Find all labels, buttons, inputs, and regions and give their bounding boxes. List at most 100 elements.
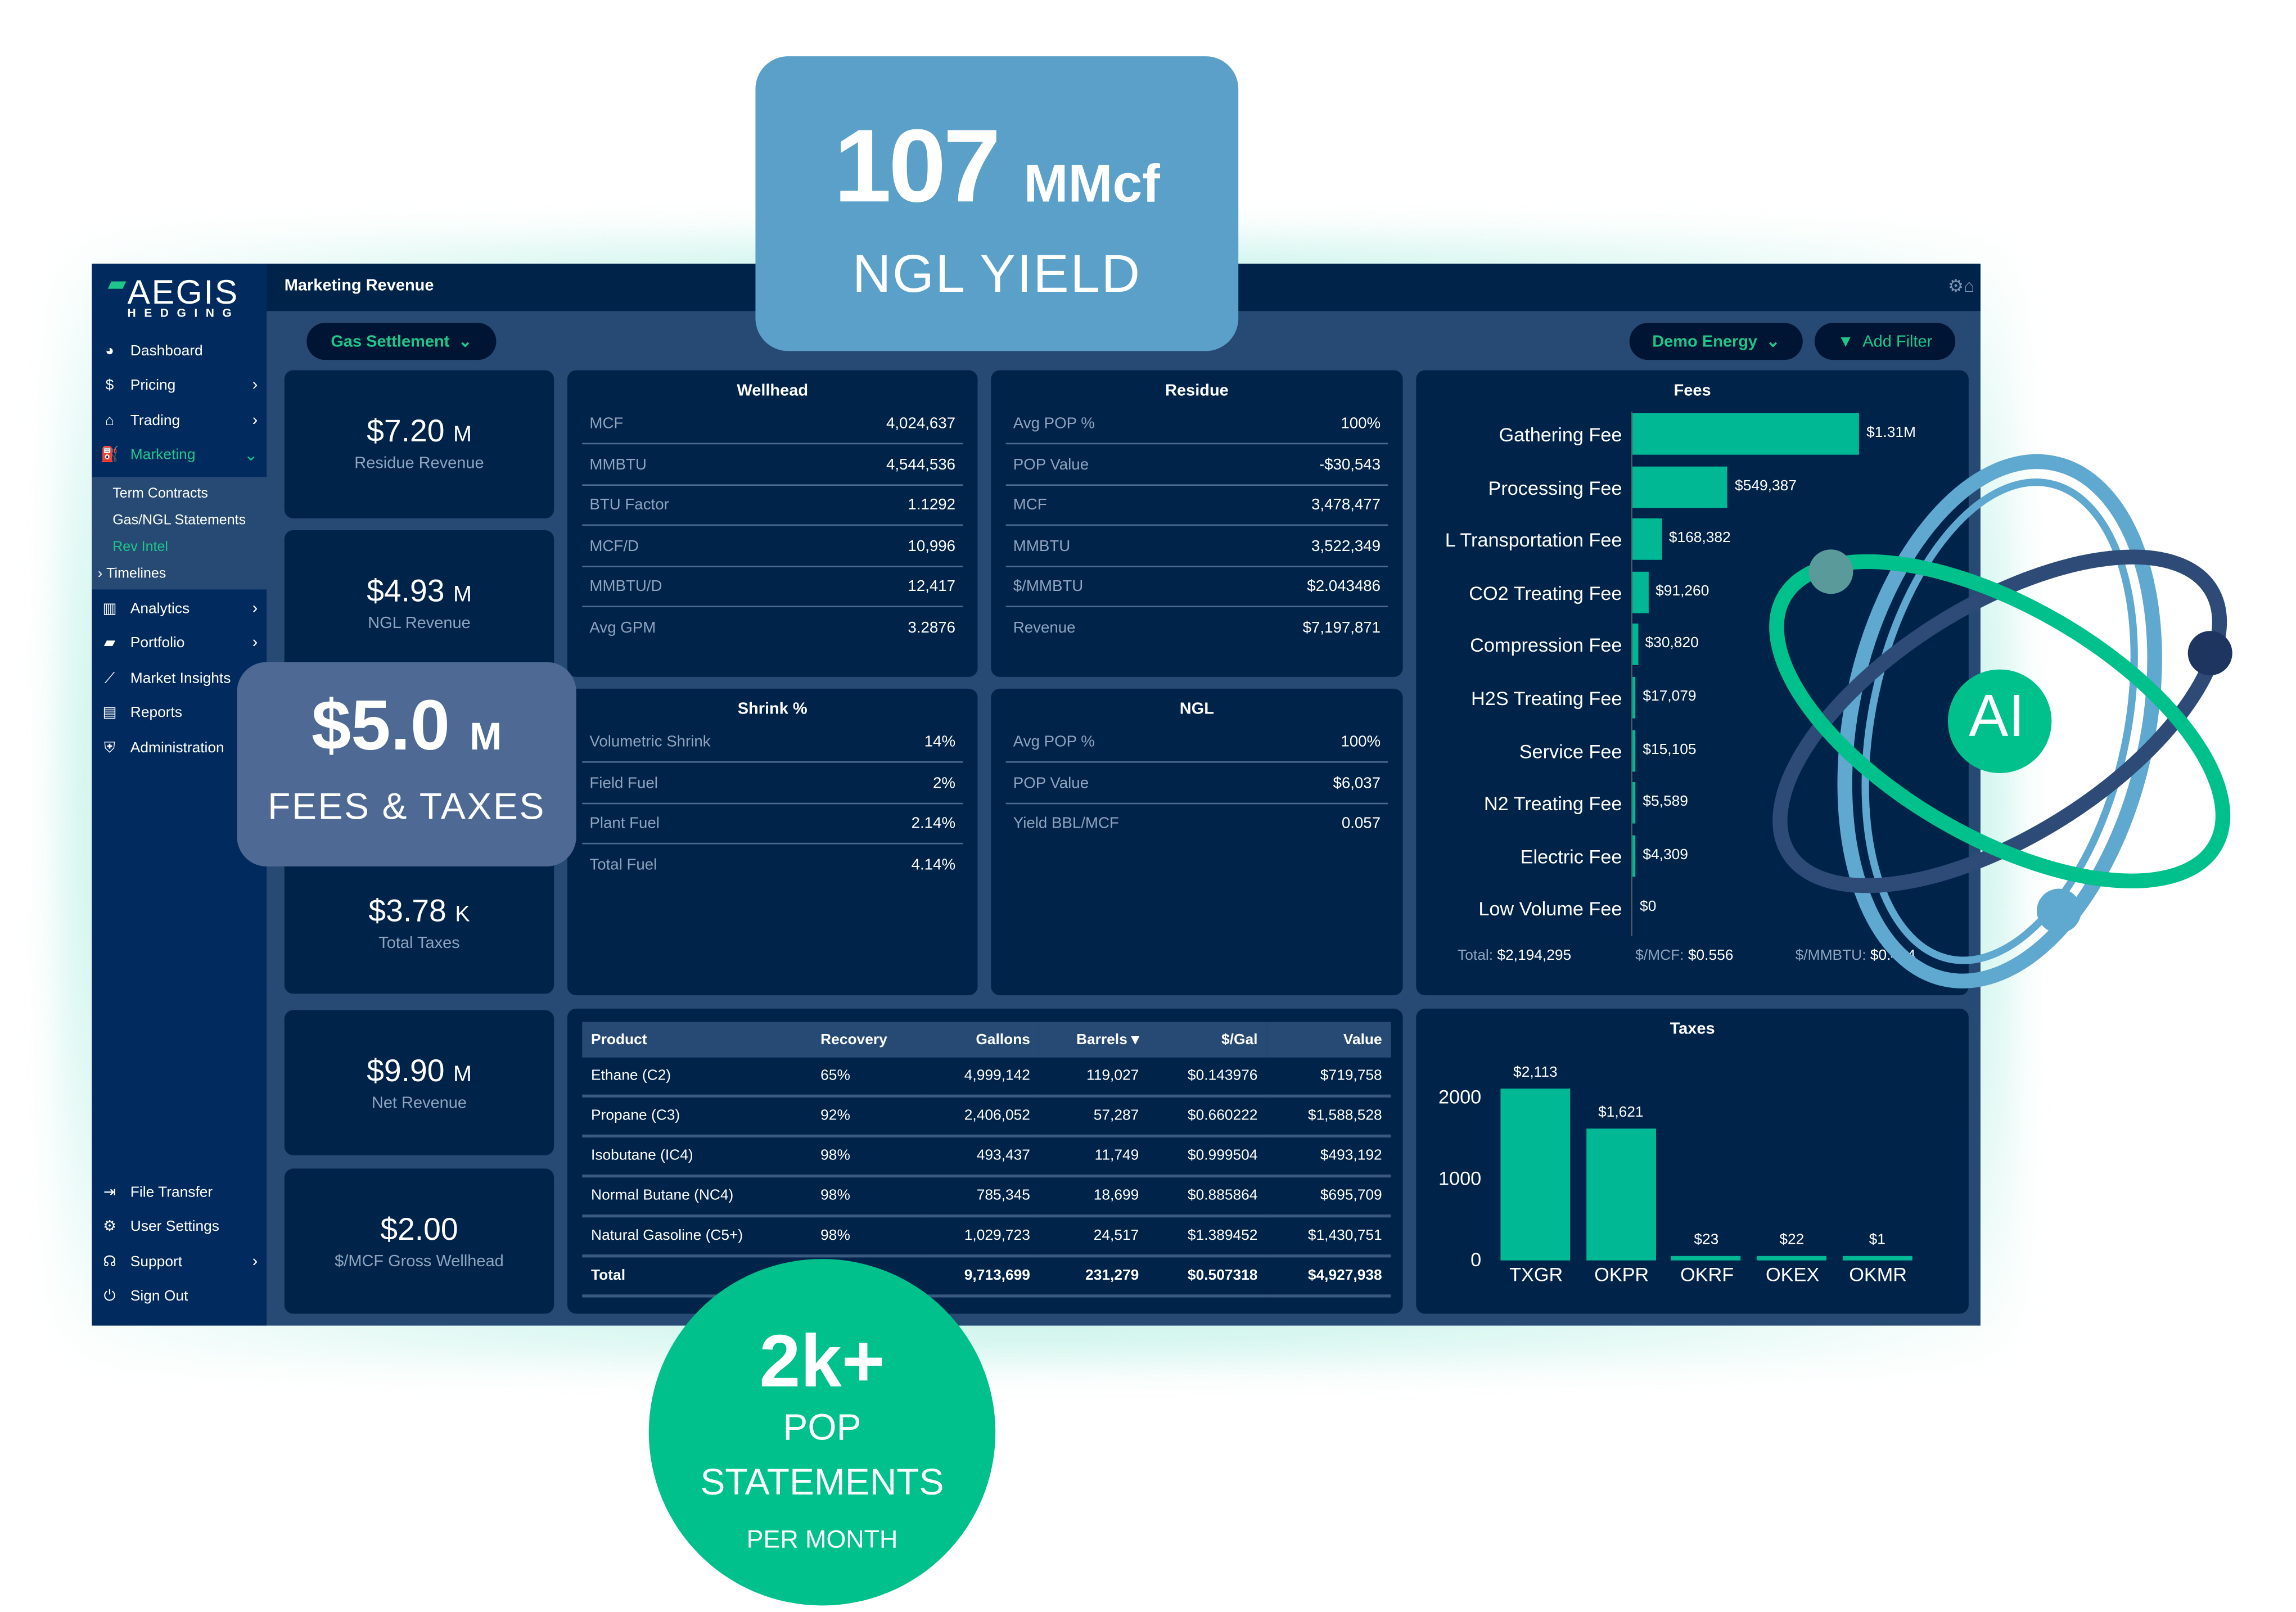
fees-taxes-unit: M (470, 714, 502, 758)
fees-total: Total: $2,194,295 (1458, 947, 1572, 964)
sidebar-item-label: Market Insights (130, 670, 231, 687)
fees-taxes-label: FEES & TAXES (268, 786, 546, 828)
table-total-cell: $0.507318 (1148, 1256, 1267, 1298)
fee-bar[interactable] (1632, 676, 1636, 719)
table-cell: 92% (811, 1096, 926, 1138)
tax-bar[interactable] (1757, 1256, 1827, 1261)
fee-value-label: $17,079 (1643, 688, 1697, 705)
aegis-logo[interactable]: AEGIS HEDGING (107, 272, 240, 320)
submenu-timelines[interactable]: › Timelines (98, 566, 166, 582)
fee-bar[interactable] (1632, 466, 1727, 508)
card-title: Wellhead (737, 382, 809, 400)
fee-bar[interactable] (1632, 729, 1636, 771)
residue-row: $/MMBTU $2.043486 (1005, 566, 1388, 608)
sidebar-item-label: Trading (130, 412, 181, 429)
ai-atom-icon (1769, 454, 2232, 988)
sidebar-item-portfolio[interactable]: ▰ Portfolio › (92, 626, 267, 659)
column-header-4[interactable]: $/Gal (1148, 1022, 1267, 1058)
y-tick-label: 0 (1470, 1248, 1482, 1271)
ai-label: AI (1969, 684, 2025, 749)
analytics-icon: ▥ (102, 600, 117, 617)
pumpjack-icon: ⛽ (100, 446, 119, 463)
briefcase-icon: ▰ (103, 634, 116, 651)
fee-bar[interactable] (1632, 624, 1638, 666)
fee-category-label: CO2 Treating Fee (1469, 581, 1622, 604)
power-icon: ⏻ (103, 1288, 116, 1304)
fee-value-label: $0 (1640, 899, 1657, 916)
fees-axis (1631, 412, 1632, 936)
kpi-card: $4.93 M NGL Revenue (284, 530, 554, 679)
wellhead-row: MCF/D 10,996 (582, 525, 963, 567)
column-header-1[interactable]: Recovery (811, 1022, 926, 1058)
sidebar-item-administration[interactable]: ⛨ Administration (92, 732, 267, 764)
submenu-rev-intel[interactable]: Rev Intel (112, 539, 168, 556)
row-label: $/MMBTU (1013, 577, 1084, 595)
fee-bar[interactable] (1632, 571, 1648, 613)
tax-bar[interactable] (1671, 1256, 1742, 1261)
column-header-3[interactable]: Barrels ▾ (1039, 1022, 1148, 1058)
fees-per-mcf: $/MCF: $0.556 (1635, 947, 1734, 964)
settings-home-icon[interactable]: ⚙⌂ (1947, 275, 1975, 296)
table-cell: $695,709 (1266, 1176, 1391, 1218)
taxes-title: Taxes (1670, 1020, 1715, 1038)
card-title: Shrink % (737, 700, 808, 719)
fee-bar[interactable] (1632, 413, 1859, 455)
row-value: 4.14% (911, 855, 956, 873)
filter-icon: ▼ (1837, 332, 1854, 350)
sidebar-item-label: Portfolio (130, 634, 185, 651)
chevron-right-icon: › (252, 634, 258, 652)
table-row: Normal Butane (NC4) 98% 785,345 18,699 $0.88… (582, 1176, 1391, 1218)
gas-settlement-dropdown[interactable]: Gas Settlement ⌄ (306, 323, 497, 360)
submenu-gas-ngl-statements[interactable]: Gas/NGL Statements (112, 512, 246, 529)
column-header-0[interactable]: Product (582, 1022, 812, 1058)
tax-bar[interactable] (1500, 1088, 1571, 1261)
fee-value-label: $168,382 (1668, 530, 1731, 547)
sidebar-item-reports[interactable]: ▤ Reports (92, 696, 267, 729)
ngl-row: POP Value $6,037 (1005, 762, 1388, 804)
column-header-2[interactable]: Gallons (926, 1022, 1039, 1058)
row-label: Total Fuel (589, 855, 657, 873)
sidebar-item-trading[interactable]: ⌂ Trading › (92, 404, 267, 437)
sidebar-item-analytics[interactable]: ▥ Analytics › (92, 593, 267, 625)
tax-bar[interactable] (1586, 1128, 1656, 1261)
add-filter-label: Add Filter (1862, 332, 1933, 350)
row-label: Avg POP % (1013, 414, 1095, 433)
table-cell: 18,699 (1039, 1176, 1148, 1218)
sidebar-item-support[interactable]: ☊ Support › (92, 1245, 267, 1278)
sidebar-item-marketing[interactable]: ⛽ Marketing ⌄ (92, 439, 267, 471)
row-label: MMBTU (589, 455, 647, 473)
sidebar-item-dashboard[interactable]: ◕ Dashboard (92, 335, 267, 367)
app-window: AEGIS HEDGING ◕ Dashboard $ Pricing › ⌂ Tradin… (92, 263, 1981, 1326)
wellhead-row: BTU Factor 1.1292 (582, 484, 963, 526)
table-total-cell: 231,279 (1039, 1256, 1148, 1298)
row-value: 3,522,349 (1311, 536, 1381, 555)
submenu-timelines-label: Timelines (106, 566, 166, 583)
tax-bar[interactable] (1842, 1256, 1912, 1261)
kpi-value: $3.78 K (368, 895, 470, 929)
kpi-label: NGL Revenue (368, 615, 471, 633)
table-cell: 4,999,142 (926, 1057, 1039, 1098)
shrink-row: Volumetric Shrink 14% (582, 721, 963, 763)
sidebar-item-pricing[interactable]: $ Pricing › (92, 369, 267, 401)
row-value: 3.2876 (908, 618, 956, 636)
shrink-row: Total Fuel 4.14% (582, 843, 963, 883)
sidebar-item-market-insights[interactable]: ⟋ Market Insights (92, 662, 267, 694)
company-dropdown[interactable]: Demo Energy ⌄ (1629, 323, 1803, 360)
kpi-label: $/MCF Gross Wellhead (335, 1253, 504, 1271)
fee-category-label: L Transportation Fee (1445, 529, 1622, 552)
submenu-term-contracts[interactable]: Term Contracts (112, 486, 208, 502)
sidebar-item-file-transfer[interactable]: ⇥ File Transfer (92, 1176, 267, 1209)
row-label: POP Value (1013, 774, 1089, 792)
table-row: Natural Gasoline (C5+) 98% 1,029,723 24,517… (582, 1216, 1391, 1258)
table-cell: 2,406,052 (926, 1096, 1039, 1138)
fee-bar[interactable] (1632, 518, 1662, 561)
sidebar-item-user-settings[interactable]: ⚙ User Settings (92, 1210, 267, 1243)
fee-bar[interactable] (1632, 835, 1636, 877)
sidebar-item-sign-out[interactable]: ⏻ Sign Out (92, 1280, 267, 1312)
add-filter-button[interactable]: ▼ Add Filter (1814, 323, 1956, 360)
logo-name: AEGIS (127, 272, 239, 311)
fee-bar[interactable] (1632, 782, 1636, 824)
file-icon: ▤ (102, 704, 117, 721)
column-header-5[interactable]: Value (1266, 1022, 1391, 1058)
kpi-card: $9.90 M Net Revenue (284, 1010, 554, 1155)
